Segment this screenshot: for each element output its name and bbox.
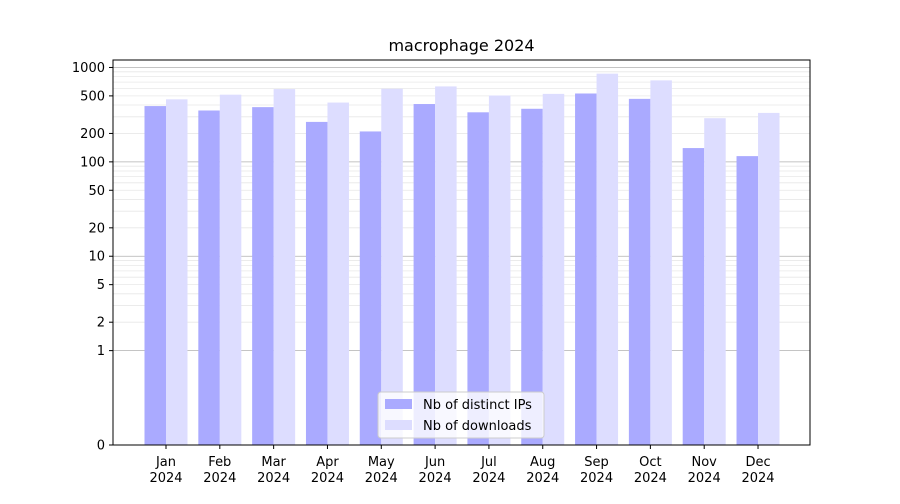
chart-title: macrophage 2024 [388, 36, 534, 55]
legend-label: Nb of distinct IPs [423, 398, 532, 413]
legend-swatch [385, 399, 412, 409]
x-tick-label: Sep 2024 [580, 455, 613, 486]
x-tick-label: Jan 2024 [149, 455, 182, 486]
bar-distinct-ips [198, 110, 220, 445]
bar-downloads [327, 102, 349, 445]
y-tick-label: 2 [97, 316, 105, 331]
bar-distinct-ips [413, 104, 436, 445]
bar-distinct-ips [144, 106, 166, 445]
y-tick-label: 50 [88, 184, 105, 199]
x-tick-label: Nov 2024 [688, 455, 721, 486]
x-tick-label: Apr 2024 [311, 455, 344, 486]
x-tick-label: Aug 2024 [526, 455, 559, 486]
x-tick-label: Dec 2024 [741, 455, 774, 486]
y-tick-label: 10 [88, 250, 105, 265]
bar-distinct-ips [736, 156, 759, 446]
bar-downloads [596, 73, 619, 446]
y-tick-label: 0 [97, 439, 105, 454]
bar-distinct-ips [467, 112, 489, 446]
plot-frame [112, 59, 811, 446]
y-tick-label: 200 [80, 127, 105, 142]
x-tick-label: Jun 2024 [419, 455, 452, 486]
y-tick-label: 500 [80, 89, 105, 104]
y-tick-label: 1000 [72, 61, 105, 76]
bar-distinct-ips [682, 148, 705, 445]
bar-downloads [704, 118, 726, 445]
y-tick-label: 20 [88, 221, 105, 236]
x-tick-label: Oct 2024 [634, 455, 667, 486]
legend: Nb of distinct IPs Nb of downloads [377, 391, 545, 439]
bars [144, 73, 780, 446]
x-tick-label: Feb 2024 [203, 455, 236, 486]
x-axis: Jan 2024 Feb 2024 Mar 2024 Apr 2024 May 2024 Jun 20… [149, 445, 775, 486]
legend-label: Nb of downloads [423, 419, 532, 434]
bar-distinct-ips [252, 107, 274, 445]
y-tick-label: 5 [97, 278, 105, 293]
bar-distinct-ips [521, 108, 543, 446]
bar-downloads [381, 88, 403, 445]
bar-distinct-ips [575, 93, 597, 445]
bar-downloads [488, 95, 511, 446]
bar-downloads [542, 93, 565, 445]
legend-swatch [385, 420, 412, 430]
bar-distinct-ips [359, 131, 382, 445]
y-tick-label: 100 [80, 155, 105, 170]
bar-distinct-ips [305, 121, 328, 445]
bar-downloads [166, 99, 188, 446]
x-tick-label: Mar 2024 [257, 455, 290, 486]
y-tick-label: 1 [97, 344, 105, 359]
y-axis: 0 1 2 5 10 20 50 100 200 500 1000 [72, 61, 113, 454]
legend-box [377, 391, 545, 439]
bar-downloads [219, 94, 242, 446]
bar-downloads [758, 112, 780, 446]
bar-downloads [435, 86, 457, 445]
bar-distinct-ips [628, 98, 651, 445]
x-tick-label: Jul 2024 [472, 455, 505, 486]
bar-downloads [650, 80, 672, 445]
bar-downloads [273, 89, 296, 445]
x-tick-label: May 2024 [365, 455, 398, 486]
